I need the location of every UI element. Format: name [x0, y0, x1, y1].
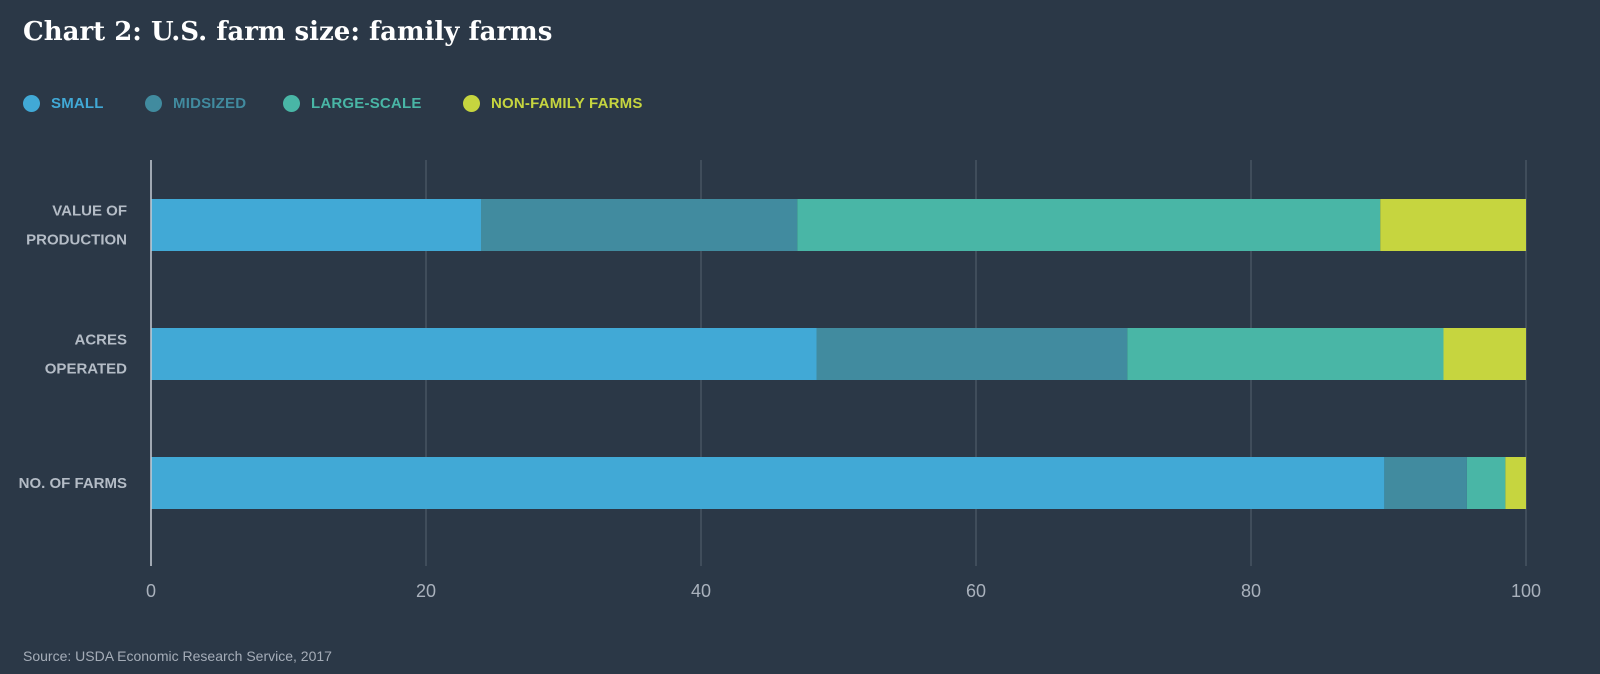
legend-item: MIDSIZED: [145, 95, 246, 112]
bar-segment: [1380, 199, 1526, 251]
legend-dot-icon: [463, 95, 480, 112]
legend-label: SMALL: [51, 95, 104, 112]
bar-segment: [151, 328, 817, 380]
legend-label: LARGE-SCALE: [311, 95, 422, 112]
bar-segment: [1127, 328, 1444, 380]
legend-dot-icon: [23, 95, 40, 112]
legend-item: NON-FAMILY FARMS: [463, 95, 643, 112]
category-label: VALUE OF PRODUCTION: [26, 203, 127, 249]
bar-segment: [1466, 457, 1506, 509]
legend-dot-icon: [283, 95, 300, 112]
bar-segment: [151, 199, 481, 251]
chart-legend: SMALL MIDSIZED LARGE-SCALE NON-FAMILY FARMS: [23, 95, 923, 117]
source-note: Source: USDA Economic Research Service, …: [23, 648, 332, 664]
bar-segment: [816, 328, 1128, 380]
bar-segment: [481, 199, 798, 251]
bar-segment: [797, 199, 1381, 251]
bar-segment: [1505, 457, 1526, 509]
bar-segment: [151, 457, 1385, 509]
category-label: NO. OF FARMS: [19, 475, 127, 492]
x-tick-label: 60: [966, 581, 986, 601]
x-tick-label: 0: [146, 581, 156, 601]
bar-segment: [1384, 457, 1467, 509]
legend-label: NON-FAMILY FARMS: [491, 95, 643, 112]
chart-title: Chart 2: U.S. farm size: family farms: [23, 17, 553, 47]
bar-segment: [1443, 328, 1526, 380]
legend-item: LARGE-SCALE: [283, 95, 422, 112]
x-tick-label: 40: [691, 581, 711, 601]
x-tick-label: 100: [1511, 581, 1541, 601]
legend-dot-icon: [145, 95, 162, 112]
x-tick-label: 80: [1241, 581, 1261, 601]
legend-label: MIDSIZED: [173, 95, 247, 112]
category-label: ACRES OPERATED: [45, 332, 127, 378]
legend-item: SMALL: [23, 95, 104, 112]
x-tick-label: 20: [416, 581, 436, 601]
